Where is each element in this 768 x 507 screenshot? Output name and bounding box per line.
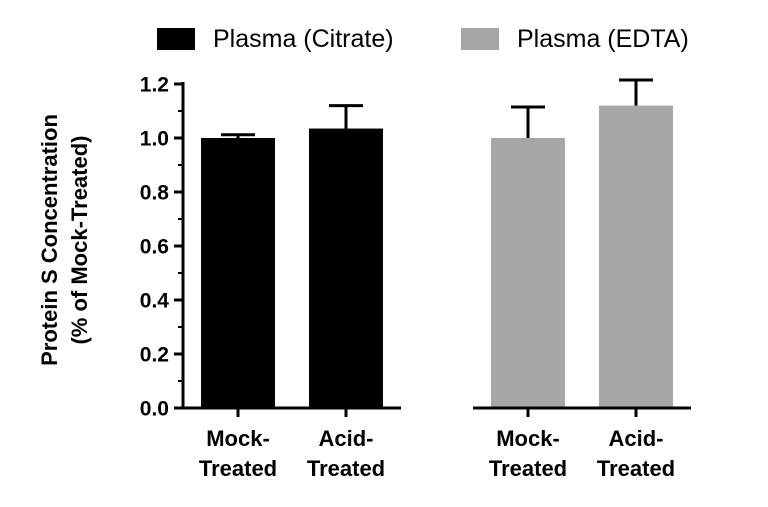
x-category-label-line1: Mock- [496,426,560,451]
x-category-label: Acid- Treated [581,424,691,484]
y-axis-title-line1: Protein S Concentration [37,114,62,366]
y-tick-label: 0.4 [140,290,170,313]
bar-citrate [201,138,275,408]
y-tick-label: 1.0 [140,128,169,151]
y-axis-title-line2: (% of Mock-Treated) [67,135,92,345]
y-tick-label: 0.0 [140,398,169,421]
legend-swatch-edta [461,28,499,50]
x-category-label: Mock- Treated [473,424,583,484]
legend-entry-citrate: Plasma (Citrate) [157,22,394,56]
legend-entry-edta: Plasma (EDTA) [461,22,689,56]
x-category-label-line2: Treated [198,456,278,481]
y-tick-label: 0.2 [140,344,169,367]
bar-edta [491,138,565,408]
y-axis-title: Protein S Concentration (% of Mock-Treat… [35,114,95,366]
legend-swatch-citrate [157,28,195,50]
legend-label-edta: Plasma (EDTA) [517,24,689,53]
y-tick-label: 0.6 [140,236,169,259]
bar-citrate [309,128,383,409]
x-category-label-line1: Acid- [608,426,664,451]
x-category-label-line1: Mock- [206,426,270,451]
x-category-label: Mock- Treated [183,424,293,484]
bar-edta [599,105,673,408]
x-category-label-line1: Acid- [318,426,374,451]
bars-layer [201,105,673,409]
y-tick-label: 1.2 [140,74,169,97]
x-category-label-line2: Treated [488,456,568,481]
x-category-label-line2: Treated [596,456,676,481]
y-tick-label: 0.8 [140,182,170,205]
error-bars-layer [221,78,653,138]
x-category-label: Acid- Treated [291,424,401,484]
x-category-label-line2: Treated [306,456,386,481]
legend-label-citrate: Plasma (Citrate) [213,24,394,53]
axes: 0.0 0.2 0.4 0.6 0.8 1.0 1.2 [140,74,691,421]
